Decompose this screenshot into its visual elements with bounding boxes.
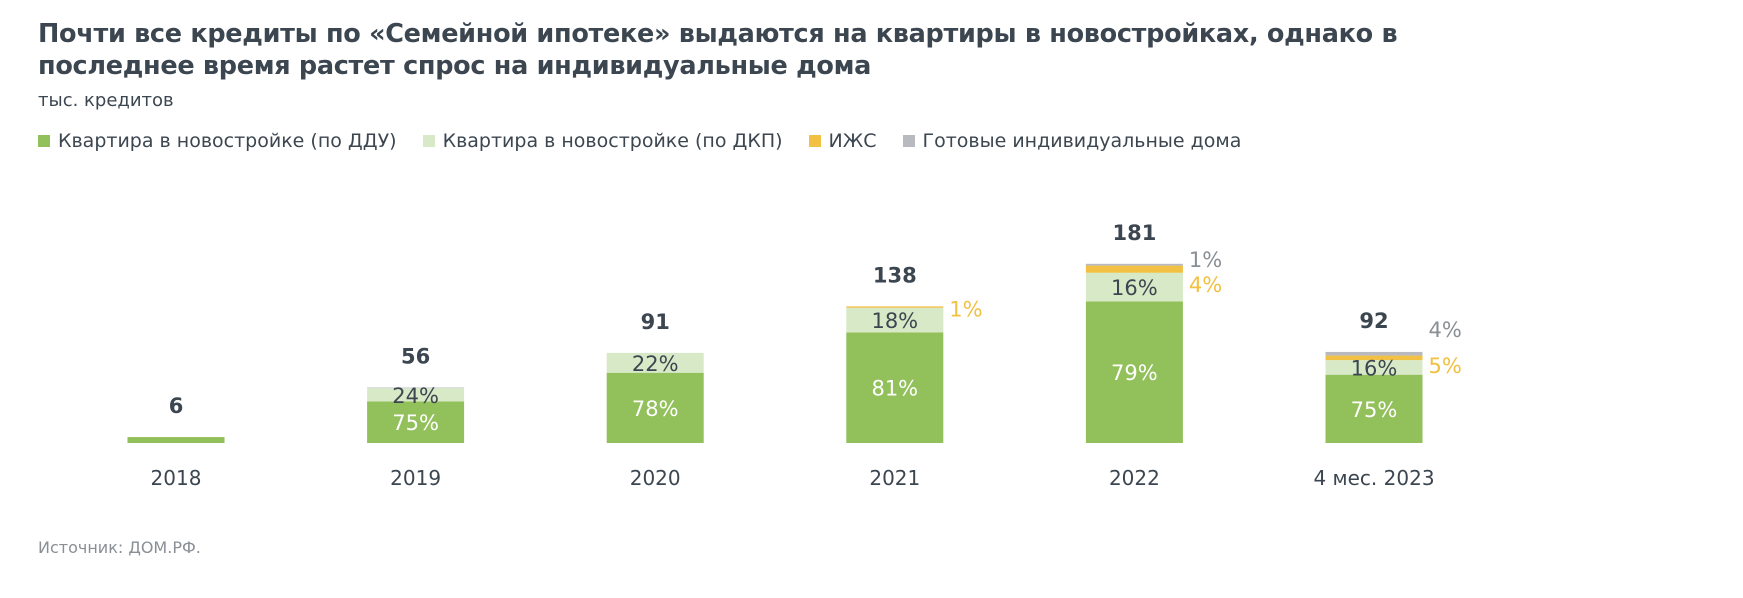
data-label: 1%	[1189, 248, 1222, 272]
bar-segment	[1325, 374, 1423, 443]
legend-item: Квартира в новостройке (по ДДУ)	[38, 130, 397, 152]
bar-segment	[1085, 265, 1183, 273]
x-tick-label: 2019	[390, 466, 441, 490]
data-label: 75%	[1351, 398, 1398, 422]
data-label: 78%	[632, 397, 679, 421]
bar-segment	[606, 352, 704, 373]
legend-item: ИЖС	[808, 130, 877, 152]
x-tick-label: 4 мес. 2023	[1313, 466, 1434, 490]
bar-segment	[606, 372, 704, 443]
data-label: 16%	[1111, 276, 1158, 300]
data-label: 1%	[949, 297, 982, 321]
bar-segment	[1325, 355, 1423, 361]
bar-segment	[127, 437, 225, 443]
chart-title: Почти все кредиты по «Семейной ипотеке» …	[38, 19, 1398, 81]
total-label: 138	[873, 263, 917, 287]
data-label: 5%	[1429, 354, 1462, 378]
x-tick-label: 2020	[630, 466, 681, 490]
data-label: 4%	[1189, 273, 1222, 297]
bar-segment	[1085, 263, 1183, 266]
legend-swatch	[38, 135, 50, 147]
x-tick-label: 2018	[151, 466, 202, 490]
bar-segment	[367, 388, 465, 402]
bar-segment	[1325, 360, 1423, 375]
legend-label: ИЖС	[828, 130, 877, 152]
x-tick-label: 2021	[869, 466, 920, 490]
bar-segment	[1085, 301, 1183, 443]
total-label: 56	[401, 345, 430, 369]
legend-item: Квартира в новостройке (по ДКП)	[422, 130, 783, 152]
data-label: 24%	[392, 384, 439, 408]
bar-segment	[1085, 272, 1183, 302]
data-label: 79%	[1111, 361, 1158, 385]
bar-segment	[846, 307, 944, 333]
data-label: 22%	[632, 352, 679, 376]
bar-segment	[846, 332, 944, 443]
data-label: 18%	[871, 309, 918, 333]
legend-label: Квартира в новостройке (по ДДУ)	[58, 130, 397, 152]
legend-swatch	[422, 135, 435, 147]
source-note: Источник: ДОМ.РФ.	[38, 538, 201, 557]
bar-segment	[1325, 351, 1423, 356]
x-tick-label: 2022	[1109, 466, 1160, 490]
y-axis-label: тыс. кредитов	[38, 90, 174, 111]
legend-swatch	[902, 135, 915, 147]
data-label: 4%	[1429, 318, 1462, 342]
legend: Квартира в новостройке (по ДДУ) Квартира…	[38, 130, 1241, 152]
bar-segment	[367, 387, 465, 389]
total-label: 181	[1112, 221, 1156, 245]
legend-swatch	[808, 135, 821, 147]
data-label: 75%	[392, 411, 439, 435]
bar-segment	[846, 306, 944, 308]
data-label: 81%	[871, 377, 918, 401]
data-label: 16%	[1351, 356, 1398, 380]
total-label: 6	[169, 394, 184, 418]
legend-label: Квартира в новостройке (по ДКП)	[442, 130, 783, 152]
total-label: 91	[641, 310, 670, 334]
legend-item: Готовые индивидуальные дома	[902, 130, 1242, 152]
legend-label: Готовые индивидуальные дома	[922, 130, 1242, 152]
total-label: 92	[1359, 309, 1388, 333]
bar-segment	[367, 401, 465, 443]
